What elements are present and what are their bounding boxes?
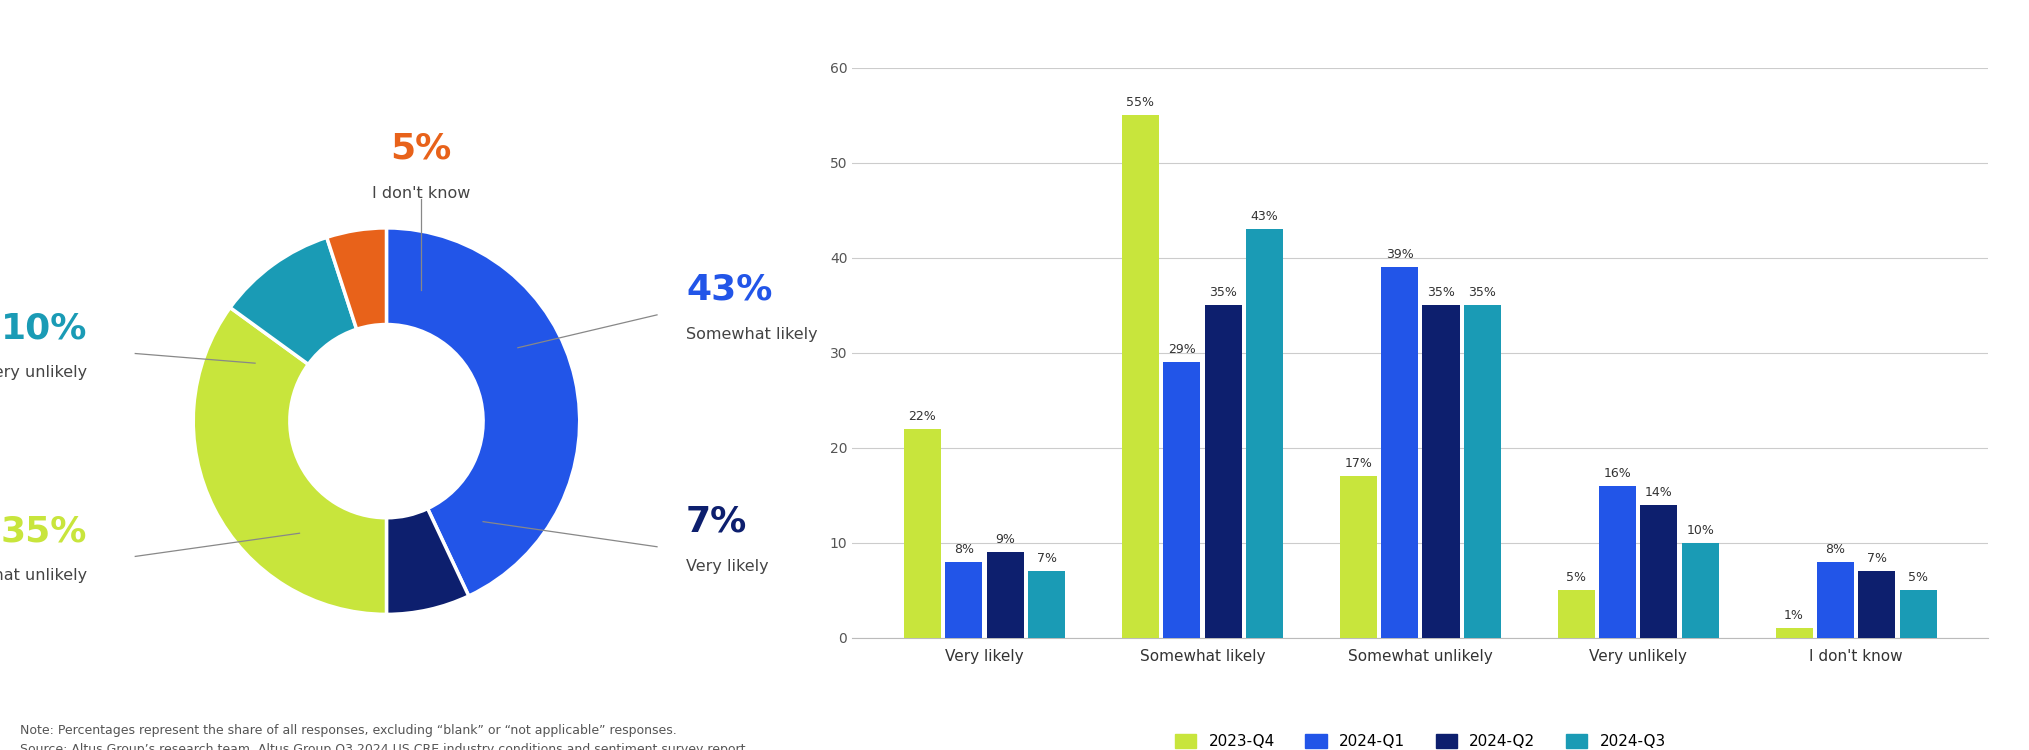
Wedge shape bbox=[193, 308, 386, 614]
Text: 35%: 35% bbox=[1469, 286, 1495, 299]
Text: 35%: 35% bbox=[1426, 286, 1455, 299]
Wedge shape bbox=[229, 237, 357, 364]
Text: Somewhat likely: Somewhat likely bbox=[686, 327, 818, 342]
Text: 5%: 5% bbox=[1907, 572, 1928, 584]
Bar bbox=[1859, 571, 1895, 638]
Bar bbox=[986, 552, 1025, 638]
Text: 22%: 22% bbox=[909, 410, 935, 423]
Bar bbox=[1205, 305, 1242, 638]
Text: 9%: 9% bbox=[994, 533, 1014, 546]
Bar bbox=[1029, 571, 1065, 638]
Bar bbox=[1246, 229, 1282, 638]
Text: 1%: 1% bbox=[1783, 609, 1804, 622]
Bar bbox=[1816, 562, 1855, 638]
Text: 39%: 39% bbox=[1386, 248, 1414, 261]
Text: 35%: 35% bbox=[0, 514, 87, 548]
Text: Very likely: Very likely bbox=[686, 559, 769, 574]
Bar bbox=[903, 428, 941, 638]
Text: 5%: 5% bbox=[1566, 572, 1587, 584]
Text: 7%: 7% bbox=[686, 505, 747, 538]
Bar bbox=[1163, 362, 1201, 638]
Text: 10%: 10% bbox=[1686, 524, 1715, 537]
Text: 43%: 43% bbox=[1250, 210, 1278, 224]
Bar bbox=[1639, 505, 1678, 638]
Bar bbox=[1682, 542, 1719, 638]
Text: Note: Percentages represent the share of all responses, excluding “blank” or “no: Note: Percentages represent the share of… bbox=[20, 724, 747, 750]
Wedge shape bbox=[386, 509, 469, 614]
Text: Somewhat unlikely: Somewhat unlikely bbox=[0, 568, 87, 584]
Bar bbox=[1775, 628, 1812, 638]
Text: 29%: 29% bbox=[1169, 344, 1195, 356]
Legend: 2023-Q4, 2024-Q1, 2024-Q2, 2024-Q3: 2023-Q4, 2024-Q1, 2024-Q2, 2024-Q3 bbox=[1169, 728, 1672, 750]
Text: 16%: 16% bbox=[1603, 466, 1631, 480]
Bar bbox=[1339, 476, 1378, 638]
Text: 10%: 10% bbox=[0, 311, 87, 346]
Text: 7%: 7% bbox=[1037, 552, 1057, 566]
Text: Very unlikely: Very unlikely bbox=[0, 365, 87, 380]
Text: 8%: 8% bbox=[1826, 543, 1846, 556]
Bar bbox=[1599, 485, 1635, 638]
Text: 55%: 55% bbox=[1126, 96, 1155, 109]
Bar bbox=[1558, 590, 1595, 638]
Bar bbox=[946, 562, 982, 638]
Wedge shape bbox=[327, 228, 386, 329]
Text: I don't know: I don't know bbox=[371, 186, 471, 201]
Bar bbox=[1463, 305, 1501, 638]
Bar bbox=[1382, 267, 1418, 638]
Text: 8%: 8% bbox=[954, 543, 974, 556]
Text: 43%: 43% bbox=[686, 273, 773, 307]
Bar bbox=[1122, 115, 1159, 638]
Text: 17%: 17% bbox=[1345, 458, 1372, 470]
Text: 35%: 35% bbox=[1209, 286, 1238, 299]
Text: 5%: 5% bbox=[392, 132, 452, 166]
Bar bbox=[1422, 305, 1459, 638]
Text: 14%: 14% bbox=[1646, 486, 1672, 499]
Wedge shape bbox=[386, 228, 580, 596]
Bar bbox=[1899, 590, 1938, 638]
Text: 7%: 7% bbox=[1867, 552, 1887, 566]
